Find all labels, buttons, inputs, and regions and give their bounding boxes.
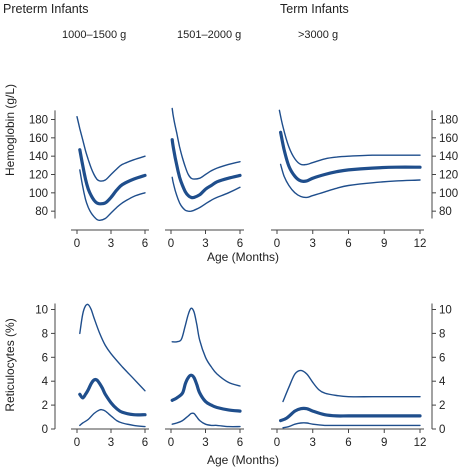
curve-lower [171, 412, 241, 428]
y-tick-label-right: 8 [439, 328, 445, 340]
x-tick-label: 6 [142, 437, 148, 449]
x-tick-label: 6 [237, 238, 243, 250]
curve-median [279, 130, 422, 183]
x-tick-label: 3 [108, 238, 114, 250]
panel-retic-preterm-1501: 0 3 6 [165, 307, 244, 449]
y-tick-label-left: 160 [29, 133, 48, 145]
curve-upper [278, 109, 421, 166]
y-tick-label-left: 100 [29, 188, 48, 200]
curve-median [78, 377, 147, 417]
panel-hb-term: 0 3 6 9 12 80 100 120 140 160 180 [271, 109, 458, 250]
group-title-preterm: Preterm Infants [3, 2, 88, 16]
panel-retic-term: 0 3 6 9 12 0 2 4 6 8 10 [271, 303, 452, 449]
y-tick-label-left: 140 [29, 151, 48, 163]
x-tick-label: 12 [414, 437, 427, 449]
x-tick-label: 0 [168, 238, 174, 250]
x-tick-label: 3 [202, 437, 208, 449]
x-tick-label: 3 [310, 238, 316, 250]
y-tick-label-right: 140 [439, 151, 458, 163]
x-tick-label: 0 [74, 437, 80, 449]
y-tick-label-right: 80 [439, 206, 452, 218]
group-title-term: Term Infants [280, 2, 349, 16]
curve-lower [79, 169, 146, 222]
curve-median [78, 148, 147, 206]
y-tick-label-left: 6 [42, 352, 48, 364]
y-tick-label-right: 120 [439, 170, 458, 182]
y-tick-label-left: 80 [35, 206, 48, 218]
panel-hb-preterm-1501: 0 3 6 [165, 107, 244, 250]
y-tick-label-left: 8 [42, 328, 48, 340]
curve-upper [171, 107, 241, 180]
xlabel-top: Age (Months) [207, 250, 279, 264]
x-tick-label: 0 [74, 238, 80, 250]
x-tick-label: 9 [381, 238, 387, 250]
x-tick-label: 3 [310, 437, 316, 449]
ylabel-hemoglobin: Hemoglobin (g/L) [3, 84, 17, 176]
x-tick-label: 0 [274, 437, 280, 449]
y-tick-label-right: 6 [439, 352, 445, 364]
curve-upper [79, 303, 146, 392]
x-tick-label: 12 [414, 238, 427, 250]
y-tick-label-left: 180 [29, 114, 48, 126]
x-tick-label: 6 [345, 437, 351, 449]
weight-label-1501: 1501–2000 g [177, 29, 241, 41]
panel-hb-preterm-1000: 0 3 6 80 100 120 140 160 180 [29, 110, 149, 250]
panel-retic-preterm-1000: 0 3 6 0 2 4 6 8 10 [35, 303, 149, 449]
y-tick-label-left: 120 [29, 170, 48, 182]
curve-lower [79, 408, 146, 428]
y-tick-label-left: 2 [42, 400, 48, 412]
curve-median [279, 406, 422, 423]
x-tick-label: 6 [142, 238, 148, 250]
weight-label-term: >3000 g [298, 29, 338, 41]
curve-median [170, 373, 242, 413]
curve-lower [279, 163, 421, 199]
y-tick-label-right: 160 [439, 133, 458, 145]
y-tick-label-left: 10 [35, 305, 48, 317]
y-tick-label-left: 4 [42, 376, 49, 388]
x-tick-label: 9 [381, 437, 387, 449]
x-tick-label: 0 [274, 238, 280, 250]
y-tick-label-right: 2 [439, 400, 445, 412]
x-tick-label: 3 [202, 238, 208, 250]
curve-upper [171, 307, 241, 387]
x-tick-label: 6 [237, 437, 243, 449]
y-tick-label-left: 0 [42, 424, 48, 436]
y-tick-label-right: 0 [439, 424, 445, 436]
x-tick-label: 0 [168, 437, 174, 449]
y-tick-label-right: 10 [439, 305, 452, 317]
y-tick-label-right: 180 [439, 114, 458, 126]
xlabel-bottom: Age (Months) [207, 453, 279, 467]
curve-upper [282, 369, 421, 403]
curve-median [170, 138, 242, 200]
curve-upper [76, 116, 146, 182]
y-tick-label-right: 100 [439, 188, 458, 200]
x-tick-label: 6 [345, 238, 351, 250]
ylabel-reticulocytes: Reticulocytes (%) [3, 318, 17, 411]
weight-label-1000: 1000–1500 g [62, 29, 126, 41]
x-tick-label: 3 [108, 437, 114, 449]
y-tick-label-right: 4 [439, 376, 446, 388]
curve-lower [282, 422, 421, 429]
curve-lower [171, 176, 241, 212]
